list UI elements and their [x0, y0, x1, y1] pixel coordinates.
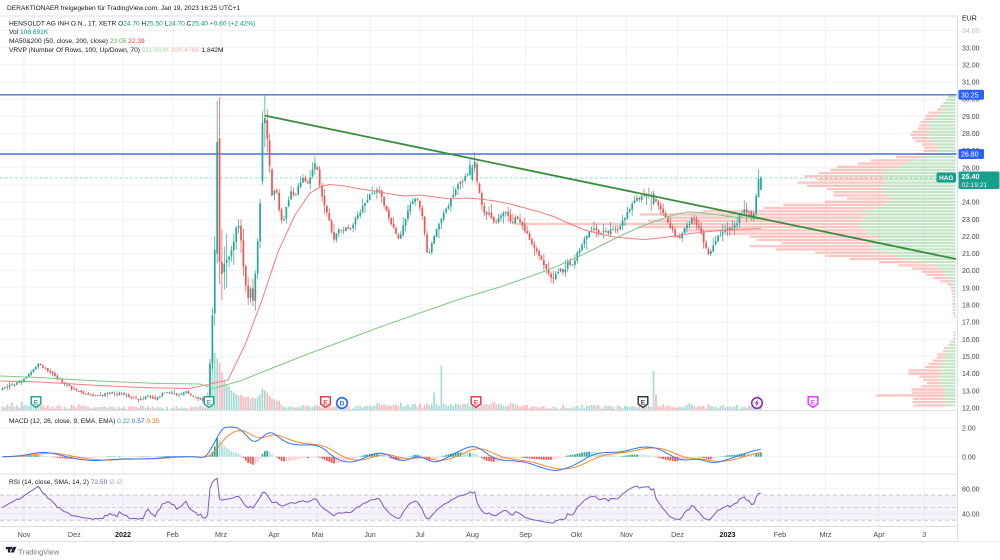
svg-text:Feb: Feb	[774, 530, 786, 539]
svg-text:Aug: Aug	[466, 530, 479, 539]
svg-text:Nov: Nov	[620, 530, 633, 539]
svg-text:80.00: 80.00	[962, 486, 980, 493]
svg-text:Mrz: Mrz	[215, 530, 227, 539]
svg-text:28.00: 28.00	[962, 131, 980, 138]
svg-text:34.00: 34.00	[962, 28, 980, 35]
svg-text:Vol 108.691K: Vol 108.691K	[9, 29, 49, 36]
svg-text:30.25: 30.25	[961, 93, 979, 100]
svg-text:HAG: HAG	[939, 175, 953, 182]
svg-text:E: E	[207, 399, 212, 406]
svg-text:E: E	[474, 399, 479, 406]
svg-text:31.00: 31.00	[962, 80, 980, 87]
svg-text:0.00: 0.00	[962, 454, 976, 461]
svg-text:Apr: Apr	[268, 530, 280, 539]
svg-text:E: E	[811, 399, 816, 406]
svg-text:HENSOLDT AG INH O.N., 1T, XETR: HENSOLDT AG INH O.N., 1T, XETR O24.70 H2…	[9, 21, 255, 28]
svg-text:30.00: 30.00	[962, 97, 980, 104]
svg-text:3: 3	[922, 530, 926, 539]
svg-text:21.00: 21.00	[962, 251, 980, 258]
svg-text:Nov: Nov	[18, 530, 31, 539]
svg-text:Apr: Apr	[873, 530, 885, 539]
svg-text:18.00: 18.00	[962, 303, 980, 310]
svg-text:Dez: Dez	[68, 530, 81, 539]
svg-text:VRVP (Number Of Rows, 100, Up/: VRVP (Number Of Rows, 100, Up/Down, 70) …	[9, 47, 223, 54]
svg-text:EUR: EUR	[962, 16, 977, 23]
svg-text:32.00: 32.00	[962, 62, 980, 69]
svg-text:20.00: 20.00	[962, 268, 980, 275]
svg-text:02:19:21: 02:19:21	[962, 182, 988, 189]
svg-text:Jul: Jul	[415, 530, 425, 539]
svg-text:14.00: 14.00	[962, 371, 980, 378]
svg-text:DERAKTIONAER freigegeben für T: DERAKTIONAER freigegeben für TradingView…	[7, 5, 240, 12]
svg-text:D: D	[340, 400, 345, 407]
svg-text:2023: 2023	[720, 530, 736, 539]
svg-text:26.80: 26.80	[961, 152, 979, 159]
svg-text:Dez: Dez	[671, 530, 684, 539]
svg-text:Feb: Feb	[166, 530, 178, 539]
svg-text:E: E	[34, 399, 39, 406]
svg-text:RSI (14, close, SMA, 14, 2) 72: RSI (14, close, SMA, 14, 2) 72.59 ∅ ∅	[9, 479, 123, 486]
svg-text:19.00: 19.00	[962, 285, 980, 292]
svg-text:15.00: 15.00	[962, 354, 980, 361]
svg-text:29.00: 29.00	[962, 114, 980, 121]
svg-text:22.00: 22.00	[962, 234, 980, 241]
svg-text:MA50&200 (50, close, 200, clos: MA50&200 (50, close, 200, close) 23.05 2…	[9, 38, 145, 45]
svg-text:Jun: Jun	[364, 530, 376, 539]
svg-text:2.00: 2.00	[962, 425, 976, 432]
svg-text:Mrz: Mrz	[820, 530, 832, 539]
svg-text:25.40: 25.40	[962, 172, 980, 181]
svg-text:26.00: 26.00	[962, 165, 980, 172]
svg-text:Okt: Okt	[571, 530, 582, 539]
svg-text:2022: 2022	[115, 530, 131, 539]
svg-text:TradingView: TradingView	[19, 548, 60, 557]
svg-text:MACD (12, 26, close, 9, EMA, E: MACD (12, 26, close, 9, EMA, EMA) 0.22 0…	[9, 418, 160, 425]
svg-text:E: E	[323, 399, 328, 406]
svg-text:23.00: 23.00	[962, 217, 980, 224]
svg-text:24.00: 24.00	[962, 200, 980, 207]
svg-text:40.00: 40.00	[962, 512, 980, 519]
svg-text:Sep: Sep	[519, 530, 532, 539]
svg-text:16.00: 16.00	[962, 337, 980, 344]
svg-text:17.00: 17.00	[962, 320, 980, 327]
svg-text:13.00: 13.00	[962, 388, 980, 395]
svg-text:33.00: 33.00	[962, 45, 980, 52]
svg-text:E: E	[641, 399, 646, 406]
svg-text:12.00: 12.00	[962, 405, 980, 412]
svg-text:Mai: Mai	[312, 530, 324, 539]
